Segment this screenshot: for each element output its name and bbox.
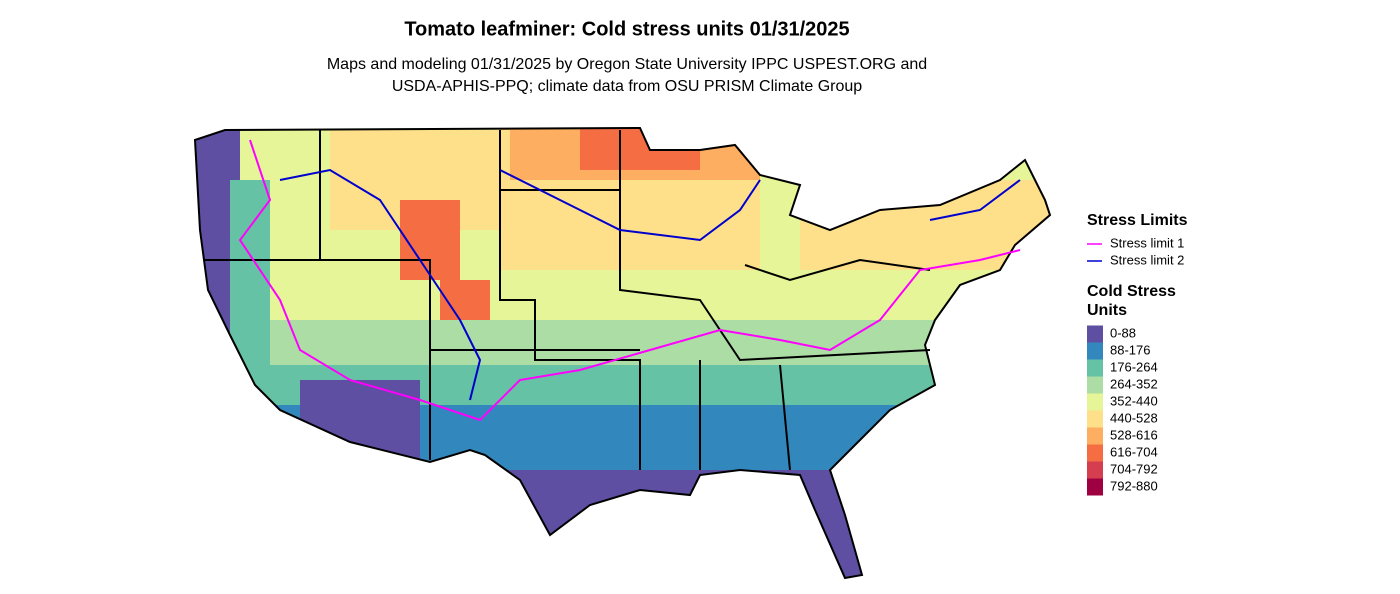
legend-swatch — [1087, 393, 1103, 411]
title: Tomato leafminer: Cold stress units 01/3… — [404, 18, 849, 40]
subtitle: Maps and modeling 01/31/2025 by Oregon S… — [327, 56, 927, 73]
legend-label: 176-264 — [1110, 359, 1158, 374]
legend-swatch — [1087, 410, 1103, 428]
legend-label: 704-792 — [1110, 461, 1158, 476]
legend-label: 440-528 — [1110, 410, 1158, 425]
legend-swatch — [1087, 359, 1103, 377]
legend-label: 0-88 — [1110, 325, 1136, 340]
legend-label: 264-352 — [1110, 376, 1158, 391]
country-outline — [193, 126, 1052, 580]
legend-title: Stress Limits — [1087, 212, 1188, 229]
subtitle: USDA-APHIS-PPQ; climate data from OSU PR… — [392, 78, 862, 95]
legend-label: Stress limit 2 — [1110, 252, 1184, 267]
legend-swatch — [1087, 325, 1103, 343]
legend-swatch — [1087, 444, 1103, 462]
legend: Stress Limits Stress limit 1 Stress limit … — [1087, 212, 1188, 496]
legend-label: 616-704 — [1110, 444, 1158, 459]
legend-swatch — [1087, 478, 1103, 496]
legend-label: Stress limit 1 — [1110, 235, 1184, 250]
legend-label: 528-616 — [1110, 427, 1158, 442]
legend-swatch — [1087, 376, 1103, 394]
legend-label: 352-440 — [1110, 393, 1158, 408]
state-borders — [205, 130, 931, 471]
legend-label: 88-176 — [1110, 342, 1150, 357]
legend-swatch — [1087, 342, 1103, 360]
legend-swatch — [1087, 461, 1103, 479]
legend-label: 792-880 — [1110, 478, 1158, 493]
stress-lines — [238, 139, 1021, 422]
legend-title: Cold Stress — [1087, 283, 1176, 300]
legend-title: Units — [1087, 302, 1127, 319]
legend-swatch — [1087, 427, 1103, 445]
